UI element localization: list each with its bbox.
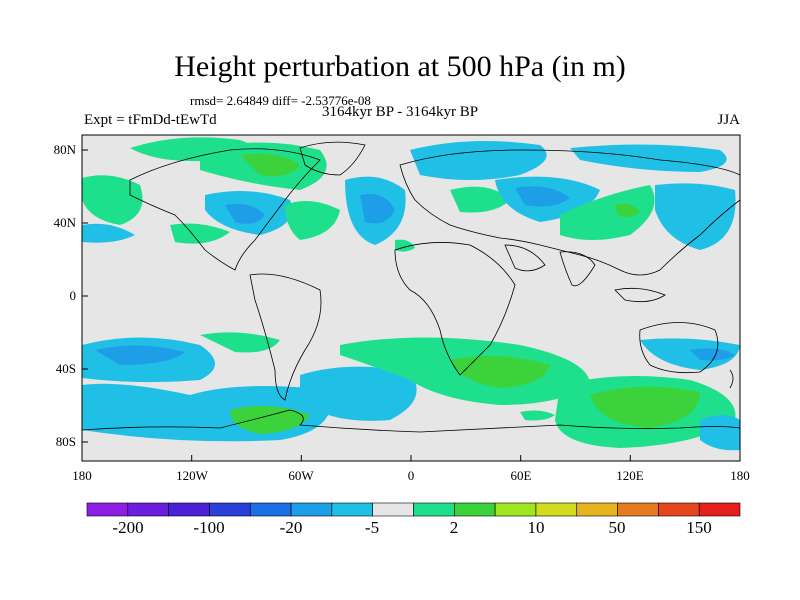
stats-text: rmsd= 2.64849 diff= -2.53776e-08: [190, 93, 371, 108]
anomaly-patch: [615, 203, 640, 217]
colorbar-swatch: [698, 502, 741, 517]
colorbar-swatch: [290, 502, 333, 517]
lon-label: 120W: [176, 468, 208, 483]
coastline-eurasia: [399, 149, 741, 276]
colorbar-label: -200: [112, 518, 144, 537]
coastline-africa: [394, 242, 516, 376]
anomaly-patch: [590, 386, 700, 428]
colorbar-swatch: [331, 502, 373, 517]
lat-label: 40N: [53, 215, 76, 230]
lon-label: 60E: [510, 468, 532, 483]
lon-label: 0: [407, 468, 415, 483]
coastline-arabia: [504, 244, 546, 272]
season-label: JJA: [717, 112, 740, 128]
anomaly-patch: [700, 415, 740, 451]
colorbar-swatch: [535, 502, 578, 517]
anomaly-patch: [240, 153, 300, 177]
colorbar-label: 2: [449, 518, 459, 537]
anomaly-patch: [82, 175, 143, 225]
anomaly-patch: [410, 141, 547, 180]
colorbar-swatch: [209, 502, 251, 517]
coastline-maritime-asia: [614, 287, 666, 303]
colorbar-label: -5: [364, 518, 380, 537]
anomaly-patch: [95, 345, 185, 365]
anomaly-patch: [640, 338, 740, 370]
colorbar-swatch: [372, 502, 414, 517]
experiment-label: Expt = tFmDd-tEwTd: [84, 112, 217, 128]
lat-label: 40S: [55, 361, 76, 376]
anomaly-patch: [655, 183, 736, 250]
period-label: 3164kyr BP - 3164kyr BP: [321, 104, 479, 120]
colorbar-swatch: [413, 502, 455, 517]
coastline-greenland: [299, 141, 366, 176]
anomaly-patch: [450, 186, 510, 213]
anomaly-patch: [360, 194, 395, 224]
anomaly-patch: [225, 203, 265, 224]
coastline-antarctica: [81, 409, 741, 433]
lon-label: 180: [730, 468, 750, 483]
colorbar: [86, 502, 741, 517]
coastline-australia: [639, 322, 719, 374]
anomaly-patch: [690, 348, 735, 361]
colorbar-swatch: [86, 502, 129, 517]
coastlines: [81, 141, 741, 433]
colorbar-swatch: [249, 502, 292, 517]
coastline-new-zealand: [729, 369, 734, 389]
lat-label: 80S: [55, 434, 76, 449]
colorbar-swatch: [658, 502, 700, 517]
anomaly-patch: [285, 201, 340, 240]
map-title: Height perturbation at 500 hPa (in m): [174, 50, 626, 83]
colorbar-label: 10: [527, 518, 545, 537]
anomaly-patch: [200, 332, 280, 353]
coastline-north-america: [129, 148, 321, 271]
colorbar-swatch: [127, 502, 169, 517]
anomaly-patch: [300, 366, 417, 421]
lon-label: 120E: [616, 468, 644, 483]
colorbar-label: 50: [608, 518, 626, 537]
anomaly-patch: [515, 186, 570, 207]
colorbar-swatch: [168, 502, 210, 517]
anomaly-patch: [450, 356, 550, 388]
coastline-south-america: [249, 273, 322, 401]
lon-label: 60W: [288, 468, 314, 483]
anomaly-patch: [230, 406, 310, 434]
anomaly-patch: [520, 410, 555, 421]
colorbar-swatch: [454, 502, 496, 517]
colorbar-swatch: [617, 502, 659, 517]
anomaly-patch: [82, 223, 135, 243]
axis-ticks: [81, 149, 741, 461]
colorbar-label: 150: [686, 518, 712, 537]
lat-label: 80N: [53, 142, 76, 157]
colorbar-label: -100: [193, 518, 225, 537]
colorbar-label: -20: [279, 518, 303, 537]
anomaly-patch: [560, 185, 655, 240]
anomaly-patch: [170, 223, 230, 244]
colorbar-swatch: [494, 502, 537, 517]
lon-label: 180: [72, 468, 92, 483]
lat-label: 0: [69, 288, 77, 303]
coastline-india: [559, 251, 596, 287]
colorbar-swatch: [576, 502, 618, 517]
